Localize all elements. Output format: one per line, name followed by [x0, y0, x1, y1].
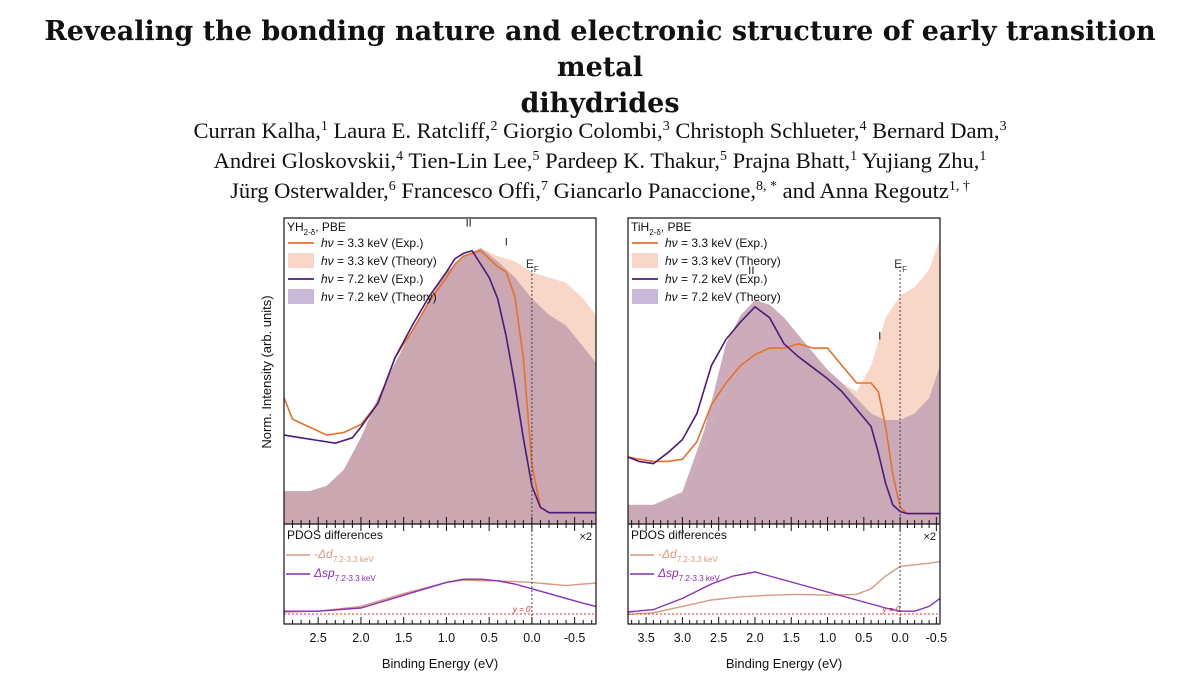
- x-tick-label: 2.0: [746, 631, 763, 645]
- legend-entry: hν = 7.2 keV (Exp.): [321, 272, 423, 286]
- theory-overlap-fill: [628, 300, 940, 524]
- pdos-legend-sp: Δsp7.2-3.3 keV: [657, 566, 720, 583]
- pdos-title: PDOS differences: [287, 528, 383, 542]
- x-tick-label: 3.0: [674, 631, 691, 645]
- x-axis-label: Binding Energy (eV): [382, 656, 498, 671]
- peak-label-II: II: [748, 265, 754, 277]
- pdos-legend-d: -Δd7.2-3.3 keV: [314, 547, 374, 564]
- x-tick-label: 1.5: [395, 631, 412, 645]
- author: Tien-Lin Lee,5: [408, 148, 540, 173]
- peak-label-II: II: [466, 218, 472, 230]
- panel-tih2: y = 0 EF 3.5 3.0 2.5 2.0 1.5 1.0 0.5 0.0 -0.5 Bindi…: [627, 217, 948, 671]
- x-tick-label: 1.5: [783, 631, 800, 645]
- x-tick-label: 2.5: [710, 631, 727, 645]
- y-zero-label: y = 0: [512, 605, 531, 614]
- legend-fill-swatch: [288, 253, 314, 268]
- pdos-delta-d-line: [283, 579, 597, 613]
- author: Laura E. Ratcliff,2: [333, 118, 498, 143]
- pdos-delta-sp-line: [284, 578, 597, 612]
- author-line-2: Andrei Gloskovskii,4 Tien-Lin Lee,5 Pard…: [0, 146, 1200, 176]
- fermi-level-label: EF: [894, 257, 907, 274]
- paper-title: Revealing the bonding nature and electro…: [0, 14, 1200, 122]
- exp-3.3kev-line: [628, 342, 940, 515]
- author: Bernard Dam,3: [872, 118, 1007, 143]
- legend-entry: hν = 3.3 keV (Exp.): [321, 236, 423, 250]
- title-line-1: Revealing the bonding nature and electro…: [44, 16, 1156, 83]
- pdos-legend-sp: Δsp7.2-3.3 keV: [313, 566, 376, 583]
- legend-fill-swatch: [632, 289, 658, 304]
- author-list: Curran Kalha,1 Laura E. Ratcliff,2 Giorg…: [0, 116, 1200, 206]
- spectra-area: [628, 239, 940, 524]
- x-tick-label: 3.5: [637, 631, 654, 645]
- exp-3.3kev-line: [284, 249, 596, 514]
- legend-entry: hν = 3.3 keV (Theory): [321, 254, 437, 268]
- scale-x2-label: ×2: [923, 531, 936, 543]
- author: Francesco Offi,7: [401, 178, 548, 203]
- scale-x2-label: ×2: [579, 531, 592, 543]
- exp-7.2kev-line: [628, 305, 940, 515]
- author: Pardeep K. Thakur,5: [545, 148, 727, 173]
- x-tick-label: 1.0: [819, 631, 836, 645]
- peak-label-I: I: [878, 330, 881, 342]
- x-tick-label: 2.0: [352, 631, 369, 645]
- author-line-1: Curran Kalha,1 Laura E. Ratcliff,2 Giorg…: [0, 116, 1200, 146]
- author: Andrei Gloskovskii,4: [213, 148, 404, 173]
- author-line-3: Jürg Osterwalder,6 Francesco Offi,7 Gian…: [0, 176, 1200, 206]
- panel-title: TiH2-δ, PBE: [631, 220, 691, 237]
- fermi-level-label: EF: [526, 257, 539, 274]
- pdos-delta-d-line: [627, 560, 941, 616]
- author: Curran Kalha,1: [193, 118, 328, 143]
- pdos-legend-d: -Δd7.2-3.3 keV: [658, 547, 718, 564]
- x-tick-label: -0.5: [926, 631, 948, 645]
- legend-entry: hν = 7.2 keV (Exp.): [665, 272, 767, 286]
- author: Jürg Osterwalder,6: [230, 178, 396, 203]
- author: and Anna Regoutz1, †: [782, 178, 970, 203]
- x-axis-label: Binding Energy (eV): [726, 656, 842, 671]
- y-axis-label: Norm. Intensity (arb. units): [259, 295, 274, 448]
- x-tick-label: 0.5: [480, 631, 497, 645]
- author: Giorgio Colombi,3: [503, 118, 670, 143]
- legend-entry: hν = 3.3 keV (Theory): [665, 254, 781, 268]
- title-line-2: dihydrides: [520, 88, 680, 119]
- x-tick-label: 2.5: [309, 631, 326, 645]
- author: Yujiang Zhu,1: [861, 148, 987, 173]
- peak-label-I: I: [505, 236, 508, 248]
- legend-fill-swatch: [288, 289, 314, 304]
- x-tick-label: 0.5: [855, 631, 872, 645]
- pdos-title: PDOS differences: [631, 528, 727, 542]
- panel-frame: [283, 217, 597, 625]
- author: Giancarlo Panaccione,8, *: [553, 178, 777, 203]
- legend-entry: hν = 7.2 keV (Theory): [665, 290, 781, 304]
- legend-entry: hν = 3.3 keV (Exp.): [665, 236, 767, 250]
- y-zero-label: y = 0: [882, 605, 901, 614]
- author: Prajna Bhatt,1: [732, 148, 858, 173]
- exp-7.2kev-line: [284, 249, 596, 514]
- author: Christoph Schlueter,4: [675, 118, 867, 143]
- legend-entry: hν = 7.2 keV (Theory): [321, 290, 437, 304]
- legend-fill-swatch: [632, 253, 658, 268]
- x-tick-label: -0.5: [564, 631, 586, 645]
- pdos-delta-sp-line: [627, 571, 941, 613]
- panel-yh2: y = 0 EF 2.5 2.0 1.5 1.0 0.5 0.0 -0.5 Binding Ene…: [283, 217, 597, 671]
- x-tick-label: 0.0: [891, 631, 908, 645]
- spectra-area: [284, 248, 596, 524]
- x-tick-label: 0.0: [523, 631, 540, 645]
- x-tick-label: 1.0: [438, 631, 455, 645]
- panel-title: YH2-δ, PBE: [287, 220, 346, 237]
